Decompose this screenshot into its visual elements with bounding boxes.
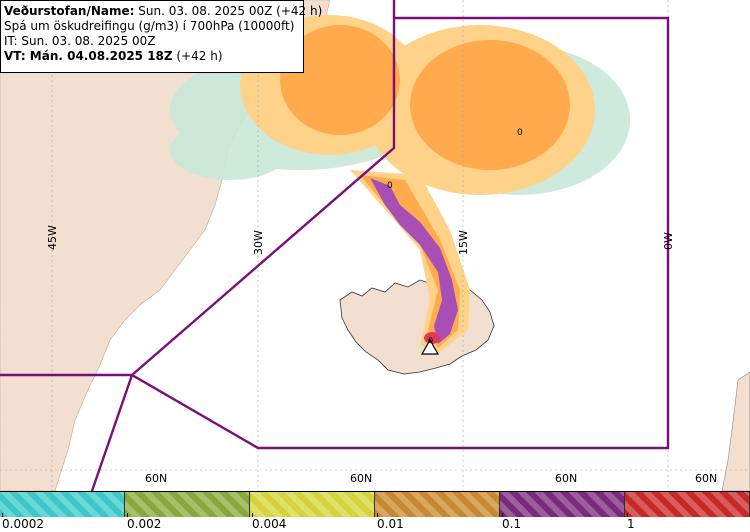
- legend-swatch: [375, 492, 500, 517]
- legend-swatch: [250, 492, 375, 517]
- legend-tick-label: 0.01: [377, 513, 404, 531]
- advisory-area-boundary: [0, 0, 670, 491]
- lat-label-60n-4: 60N: [695, 472, 717, 485]
- legend-swatches: [0, 491, 750, 517]
- legend-tick-label: 0.0002: [2, 513, 44, 531]
- lat-label-60n-2: 60N: [350, 472, 372, 485]
- contour-label-3: 0: [428, 336, 433, 345]
- legend-tick-label: 1: [627, 513, 635, 531]
- legend-swatch: [125, 492, 250, 517]
- legend-swatch: [0, 492, 125, 517]
- norway-land: [721, 371, 750, 491]
- contour-label-1: 0: [517, 128, 523, 138]
- lat-label-60n-1: 60N: [145, 472, 167, 485]
- info-line-name: Veðurstofan/Name: Sun. 03. 08. 2025 00Z …: [4, 4, 323, 18]
- info-line-valid-time: VT: Mán. 04.08.2025 18Z (+42 h): [4, 49, 223, 63]
- legend-tick-label: 0.1: [502, 513, 522, 531]
- info-line-product: Spá um öskudreifingu (g/m3) í 700hPa (10…: [4, 19, 295, 33]
- lon-label-0w: 0W: [662, 232, 675, 250]
- lat-label-60n-3: 60N: [555, 472, 577, 485]
- volcano-marker-icon: [420, 338, 440, 355]
- legend-tick-label: 0.004: [252, 513, 287, 531]
- lon-label-30w: 30W: [252, 230, 265, 255]
- legend-ticks: 0.0002 0.002 0.004 0.01 0.1 1: [0, 513, 750, 532]
- forecast-info-box: Veðurstofan/Name: Sun. 03. 08. 2025 00Z …: [0, 0, 323, 73]
- legend-swatch: [625, 492, 750, 517]
- concentration-legend: 0.0002 0.002 0.004 0.01 0.1 1: [0, 491, 750, 532]
- legend-tick-label: 0.002: [127, 513, 162, 531]
- lon-label-45w: 45W: [46, 225, 59, 250]
- lon-label-15w: 15W: [457, 230, 470, 255]
- high-ash-area: [370, 178, 458, 344]
- medium-ash-area: [280, 25, 570, 348]
- info-line-init-time: IT: Sun. 03. 08. 2025 00Z: [4, 34, 156, 48]
- very-high-ash-area: [424, 332, 440, 344]
- legend-swatch: [500, 492, 625, 517]
- contour-label-2: 0: [387, 181, 393, 191]
